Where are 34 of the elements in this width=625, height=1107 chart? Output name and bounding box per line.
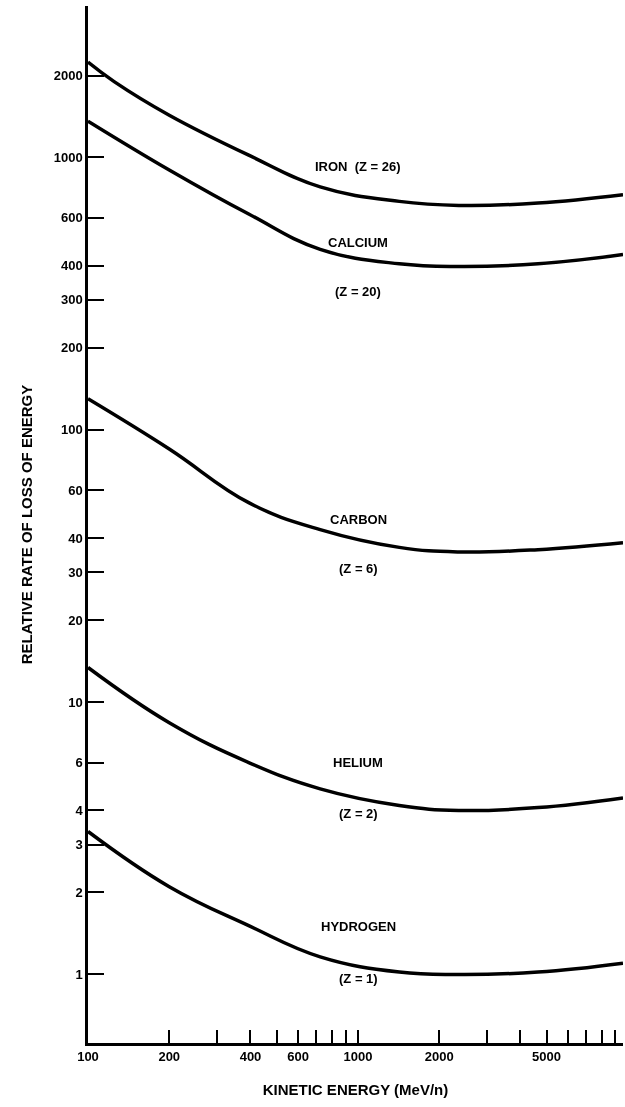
y-tick-label: 400: [60, 258, 83, 274]
y-tick-label: 20: [68, 612, 83, 628]
x-tick-label: 400: [239, 1049, 262, 1065]
y-tick-label: 30: [68, 564, 83, 580]
y-tick-label: 60: [68, 482, 83, 498]
x-tick-label: 5000: [532, 1049, 561, 1065]
annotation: (Z = 2): [339, 806, 378, 821]
y-tick-label: 600: [60, 210, 83, 226]
y-tick-label: 2: [75, 885, 83, 900]
y-tick-label: 100: [60, 422, 83, 438]
y-tick-label: 40: [68, 530, 83, 546]
annotation: (Z = 6): [339, 561, 378, 576]
y-tick-label: 200: [60, 340, 83, 356]
x-axis-title: KINETIC ENERGY (MeV/n): [262, 1081, 449, 1099]
x-tick-label: 200: [158, 1049, 181, 1065]
y-axis-title: RELATIVE RATE OF LOSS OF ENERGY: [17, 384, 35, 665]
y-tick-label: 3: [75, 837, 83, 853]
y-tick-label: 1: [75, 966, 83, 982]
annotation: (Z = 20): [335, 284, 381, 299]
annotation: (Z = 1): [339, 971, 378, 986]
y-tick-label: 4: [75, 803, 84, 819]
annotation: HYDROGEN: [321, 919, 397, 934]
annotation: HELIUM: [333, 755, 383, 770]
x-tick-label: 1000: [343, 1049, 373, 1065]
annotation: IRON (Z = 26): [315, 159, 401, 174]
y-tick-label: 10: [68, 694, 83, 710]
annotation: CALCIUM: [328, 235, 388, 250]
x-tick-label: 600: [287, 1049, 309, 1065]
annotation: CARBON: [330, 512, 388, 527]
y-tick-label: 6: [75, 755, 83, 771]
x-tick-label: 2000: [424, 1049, 454, 1065]
y-tick-label: 1000: [53, 150, 83, 166]
y-tick-label: 300: [60, 292, 83, 308]
y-tick-label: 2000: [53, 68, 83, 84]
